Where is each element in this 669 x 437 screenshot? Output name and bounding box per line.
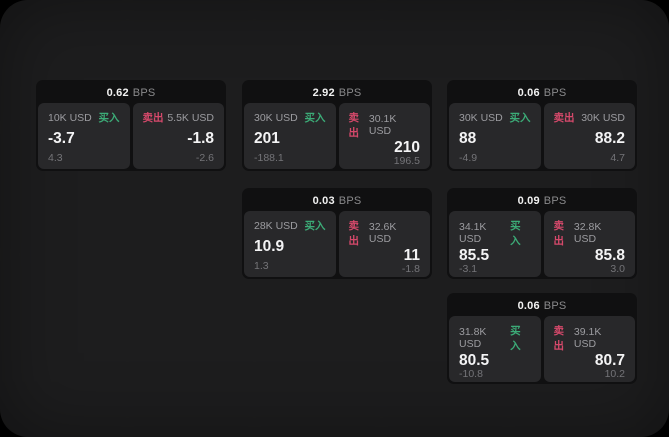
buy-side-label: 买入 (98, 112, 120, 124)
sell-side-label: 卖出 (348, 112, 360, 139)
sell-panel[interactable]: 卖出 5.5K USD -1.8 -2.6 (132, 103, 224, 169)
sell-side-label: 卖出 (553, 220, 565, 247)
buy-side-label: 买入 (510, 220, 521, 247)
buy-amount: 10K USD (48, 111, 92, 124)
sell-side-label: 卖出 (348, 220, 360, 247)
spread-header: 0.06 BPS (449, 82, 635, 103)
buy-change: 4.3 (48, 151, 63, 164)
buy-side-label: 买入 (304, 112, 326, 124)
spread-header: 0.09 BPS (449, 190, 635, 211)
sell-amount: 32.6K USD (368, 221, 397, 245)
quote-card: 0.03 BPS 28K USD 买入 10.9 1.3 卖出 32.6K US… (242, 188, 432, 279)
buy-price: 85.5 (459, 247, 490, 264)
sell-amount: 32.8K USD (573, 221, 602, 245)
sell-panel[interactable]: 卖出 30.1K USD 210 196.5 (338, 103, 430, 169)
spread-unit: BPS (543, 194, 567, 207)
sell-amount: 30K USD (581, 111, 625, 124)
buy-panel[interactable]: 10K USD 买入 -3.7 4.3 (38, 103, 130, 169)
sell-side-label: 卖出 (142, 112, 164, 124)
buy-change: -10.8 (459, 367, 483, 380)
spread-value: 2.92 (312, 86, 335, 99)
sell-amount: 5.5K USD (167, 111, 214, 124)
sell-price: 210 (394, 139, 420, 156)
buy-price: 88 (459, 130, 477, 147)
buy-panel[interactable]: 34.1K USD 买入 85.5 -3.1 (449, 211, 541, 277)
buy-change: -3.1 (459, 262, 478, 275)
buy-change: -188.1 (254, 151, 284, 164)
sell-price: 11 (403, 247, 420, 264)
quote-card: 0.06 BPS 30K USD 买入 88 -4.9 卖出 30K USD 8… (447, 80, 637, 171)
spread-header: 2.92 BPS (244, 82, 430, 103)
sell-price: -1.8 (187, 130, 214, 147)
spread-unit: BPS (338, 194, 362, 207)
spread-unit: BPS (543, 86, 567, 99)
quote-card: 2.92 BPS 30K USD 买入 201 -188.1 卖出 30.1K … (242, 80, 432, 171)
buy-panel[interactable]: 28K USD 买入 10.9 1.3 (244, 211, 336, 277)
quote-card: 0.62 BPS 10K USD 买入 -3.7 4.3 卖出 5.5K USD… (36, 80, 226, 171)
sell-side-label: 卖出 (553, 325, 565, 352)
buy-amount: 34.1K USD (459, 221, 487, 245)
buy-side-label: 买入 (510, 325, 521, 352)
sell-price: 85.8 (594, 247, 625, 264)
quote-card: 0.09 BPS 34.1K USD 买入 85.5 -3.1 卖出 32.8K… (447, 188, 637, 279)
sell-change: 3.0 (610, 262, 625, 275)
buy-price: -3.7 (48, 130, 75, 147)
spread-unit: BPS (132, 86, 156, 99)
sell-price: 88.2 (594, 130, 625, 147)
quote-card: 0.06 BPS 31.8K USD 买入 80.5 -10.8 卖出 39.1… (447, 293, 637, 384)
sell-change: -1.8 (401, 262, 420, 275)
buy-amount: 30K USD (459, 111, 503, 124)
spread-header: 0.03 BPS (244, 190, 430, 211)
sell-change: 10.2 (604, 367, 625, 380)
sell-price: 80.7 (594, 352, 625, 369)
sell-panel[interactable]: 卖出 30K USD 88.2 4.7 (543, 103, 635, 169)
spread-value: 0.06 (517, 86, 540, 99)
sell-change: -2.6 (195, 151, 214, 164)
sell-panel[interactable]: 卖出 32.6K USD 11 -1.8 (338, 211, 430, 277)
spread-header: 0.06 BPS (449, 295, 635, 316)
buy-price: 201 (254, 130, 280, 147)
buy-amount: 31.8K USD (459, 326, 487, 350)
buy-amount: 30K USD (254, 111, 298, 124)
sell-panel[interactable]: 卖出 32.8K USD 85.8 3.0 (543, 211, 635, 277)
buy-amount: 28K USD (254, 219, 298, 232)
spread-unit: BPS (338, 86, 362, 99)
sell-change: 4.7 (610, 151, 625, 164)
spread-header: 0.62 BPS (38, 82, 224, 103)
buy-side-label: 买入 (509, 112, 531, 124)
buy-price: 10.9 (254, 238, 285, 255)
spread-value: 0.03 (312, 194, 335, 207)
sell-amount: 39.1K USD (573, 326, 602, 350)
buy-panel[interactable]: 30K USD 买入 201 -188.1 (244, 103, 336, 169)
buy-panel[interactable]: 30K USD 买入 88 -4.9 (449, 103, 541, 169)
sell-panel[interactable]: 卖出 39.1K USD 80.7 10.2 (543, 316, 635, 382)
sell-side-label: 卖出 (553, 112, 575, 124)
buy-change: -4.9 (459, 151, 478, 164)
buy-side-label: 买入 (304, 220, 326, 232)
sell-amount: 30.1K USD (368, 113, 397, 137)
spread-unit: BPS (543, 299, 567, 312)
spread-value: 0.06 (517, 299, 540, 312)
buy-panel[interactable]: 31.8K USD 买入 80.5 -10.8 (449, 316, 541, 382)
spread-value: 0.09 (517, 194, 540, 207)
buy-price: 80.5 (459, 352, 490, 369)
buy-change: 1.3 (254, 259, 269, 272)
sell-change: 196.5 (393, 154, 420, 167)
spread-value: 0.62 (106, 86, 129, 99)
